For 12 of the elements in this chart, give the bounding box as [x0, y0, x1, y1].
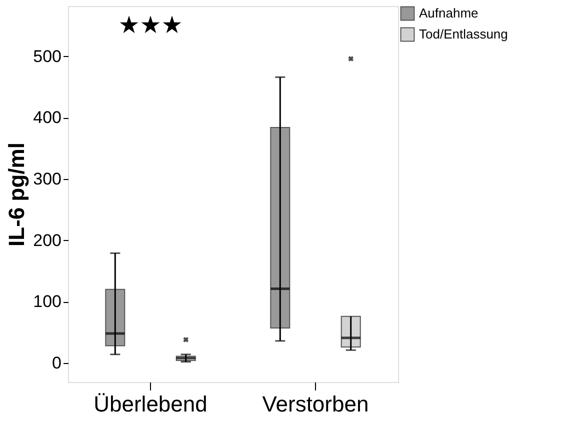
legend-label: Aufnahme [419, 6, 478, 20]
annotation: ★★★ [118, 11, 183, 39]
y-axis-title: IL-6 pg/ml [4, 142, 30, 246]
y-tick-label: 300 [33, 169, 62, 188]
y-tick-label: 100 [33, 292, 62, 312]
y-tick-label: 200 [33, 230, 62, 250]
y-tick-label: 0 [52, 353, 62, 372]
x-tick-label: Überlebend [94, 392, 208, 416]
y-tick-label: 500 [33, 46, 62, 66]
y-tick-label: 400 [33, 108, 62, 128]
x-tick-label: Verstorben [262, 392, 369, 416]
legend-label: Tod/Entlassung [419, 26, 508, 42]
